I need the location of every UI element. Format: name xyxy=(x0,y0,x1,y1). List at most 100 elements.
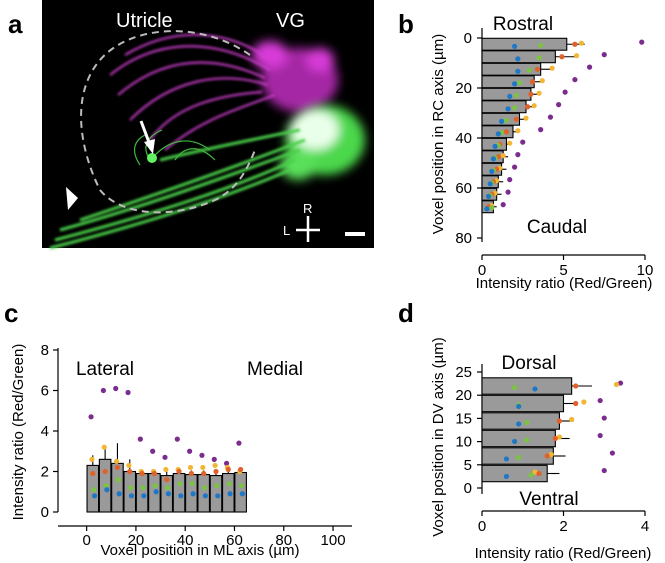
panel-c-x-tick-label: 60 xyxy=(226,532,243,549)
panel-b-point-green xyxy=(489,205,495,211)
panel-d-point-yellow xyxy=(581,399,587,405)
panel-b-point-blue xyxy=(511,81,518,87)
panel-c-point-purple xyxy=(150,448,156,454)
panel-b-y-tick-label: 80 xyxy=(455,230,472,247)
panel-c-y-tick-label: 2 xyxy=(41,464,49,481)
panel-b-point-yellow xyxy=(515,128,521,134)
panel-c-point-blue xyxy=(116,491,122,497)
panel-b-letter: b xyxy=(398,9,414,39)
panel-c-y-tick-label: 8 xyxy=(41,342,49,359)
panel-c-point-purple xyxy=(199,452,205,458)
panel-b-point-blue xyxy=(484,206,490,212)
panel-c-medial-label: Medial xyxy=(247,359,303,380)
panel-c-bar xyxy=(135,472,149,513)
panel-b-point-orange xyxy=(529,79,536,85)
panel-d-point-orange xyxy=(552,435,558,442)
panel-c-letter: c xyxy=(4,298,18,328)
panel-c-point-yellow xyxy=(187,464,194,471)
panel-c-point-orange xyxy=(127,468,133,475)
panel-c-point-blue xyxy=(165,491,172,497)
panel-b-point-yellow xyxy=(531,103,537,109)
panel-b-point-yellow xyxy=(500,153,506,159)
panel-b-point-purple xyxy=(586,64,593,70)
panel-d-point-green xyxy=(511,384,518,391)
panel-c-point-purple xyxy=(174,436,180,442)
panel-b-bar xyxy=(481,87,532,101)
compass-l-label: L xyxy=(283,223,290,238)
panel-c-point-yellow xyxy=(113,458,120,464)
panel-d-point-blue xyxy=(503,456,510,462)
panel-b-point-blue xyxy=(495,131,501,137)
panel-b-point-blue xyxy=(498,118,505,124)
panel-b-bar xyxy=(481,62,542,76)
panel-b-point-purple xyxy=(505,189,511,195)
panel-d-bar xyxy=(481,394,565,413)
panel-b-point-orange xyxy=(503,129,510,135)
panel-c-point-orange xyxy=(225,466,231,473)
panel-c-point-orange xyxy=(90,470,96,477)
panel-c-point-green xyxy=(103,483,109,489)
panel-c-point-blue xyxy=(128,493,135,499)
panel-b-point-purple xyxy=(520,139,526,145)
panel-c-point-blue xyxy=(215,493,221,499)
panel-b-ylabel: Voxel position in RC axis (µm) xyxy=(430,34,447,234)
panel-c-point-green xyxy=(128,485,134,491)
panel-d-y-tick-label: 0 xyxy=(464,480,472,497)
compass-icon xyxy=(296,216,320,242)
utricle-outline xyxy=(80,30,256,214)
panel-b-point-blue xyxy=(505,106,511,112)
panel-c-point-yellow xyxy=(163,466,169,473)
panel-d-point-orange xyxy=(573,383,579,389)
vg-magenta-cluster xyxy=(252,41,338,112)
scale-bar xyxy=(345,232,365,236)
panel-c-point-blue xyxy=(104,487,110,493)
panel-c-point-blue xyxy=(239,491,245,497)
panel-c-point-yellow xyxy=(101,444,107,450)
panel-b-point-purple xyxy=(547,114,554,120)
panel-c-point-yellow xyxy=(126,462,132,469)
panel-b-xlabel: Intensity ratio (Red/Green) xyxy=(476,275,653,292)
panel-b-bar xyxy=(481,100,527,114)
panel-d-ylabel: Voxel position in DV axis (µm) xyxy=(430,337,447,537)
panel-c-point-purple xyxy=(137,436,143,442)
panel-d-letter: d xyxy=(398,298,414,328)
panel-c-point-yellow xyxy=(89,456,95,462)
panel-b-chart: b 0 5 10 0 20 40 60 80 Intensity ratio (Red/Gre… xyxy=(398,9,653,292)
panel-b-point-orange xyxy=(572,41,578,47)
panel-b-point-blue xyxy=(511,43,518,49)
panel-c-point-orange xyxy=(213,468,219,475)
panel-c-point-green xyxy=(214,483,220,489)
panel-d-point-yellow xyxy=(613,381,620,388)
panel-b-point-blue xyxy=(507,93,513,99)
panel-d-y-tick-label: 25 xyxy=(455,364,472,381)
panel-c-bar xyxy=(123,470,137,513)
panel-b-y-tick-label: 60 xyxy=(455,180,472,197)
panel-b-bar xyxy=(481,37,568,51)
panel-d-point-purple xyxy=(609,450,616,456)
panel-d-point-blue xyxy=(516,421,522,427)
panel-d-y-tick-label: 10 xyxy=(455,434,472,451)
panel-d-point-purple xyxy=(597,397,603,404)
panel-c-point-blue xyxy=(153,489,159,495)
panel-b-point-green xyxy=(526,67,532,73)
panel-d-point-yellow xyxy=(532,469,538,475)
panel-c-point-orange xyxy=(114,464,121,471)
panel-c-point-green xyxy=(189,481,195,487)
panel-c-bar xyxy=(197,473,210,513)
panel-c-point-orange xyxy=(201,470,207,477)
panel-c-point-purple xyxy=(88,414,94,420)
panel-d-point-purple xyxy=(601,467,607,474)
panel-c-point-yellow xyxy=(200,464,206,471)
panel-c-point-blue xyxy=(141,493,147,499)
panel-b-point-orange xyxy=(528,91,534,97)
panel-c-point-orange xyxy=(176,468,182,475)
panel-c-point-purple xyxy=(223,460,230,466)
panel-c-point-orange xyxy=(102,468,108,475)
panel-b-point-yellow xyxy=(539,78,545,84)
panel-b-point-yellow xyxy=(507,140,513,146)
panel-b-point-orange xyxy=(525,104,531,110)
panel-c-point-orange xyxy=(164,477,170,483)
panel-b-point-blue xyxy=(492,143,498,149)
